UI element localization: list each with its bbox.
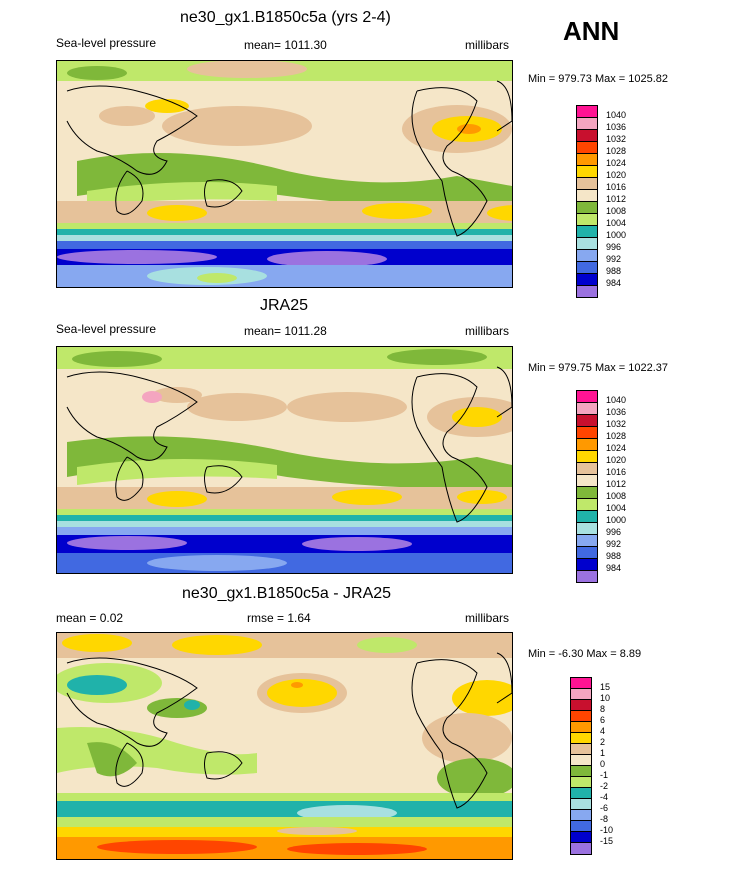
legend1-label: 1036 xyxy=(606,122,627,132)
legend3-label: -2 xyxy=(600,781,609,791)
panel2-mean: mean= 1011.28 xyxy=(244,324,327,338)
legend3-label: -8 xyxy=(600,814,609,824)
legend2-label: 1020 xyxy=(606,455,627,465)
panel3-mean: mean = 0.02 xyxy=(56,611,124,625)
legend3-label: 1 xyxy=(600,748,606,758)
legend3-label: 6 xyxy=(600,715,606,725)
legend2-label: 1036 xyxy=(606,407,627,417)
legend3-label: -15 xyxy=(600,836,614,846)
legend3-label: 8 xyxy=(600,704,606,714)
legend2-label: 1012 xyxy=(606,479,627,489)
panel3-units: millibars xyxy=(465,611,510,625)
legend1-label: 988 xyxy=(606,266,622,276)
legend2-label: 984 xyxy=(606,563,622,573)
legend1-label: 1012 xyxy=(606,194,627,204)
legend1-label: 996 xyxy=(606,242,622,252)
panel1-minmax: Min = 979.73 Max = 1025.82 xyxy=(528,73,669,85)
panel1-mean: mean= 1011.30 xyxy=(244,38,327,52)
panel2-units: millibars xyxy=(465,324,510,338)
legend3-label: 4 xyxy=(600,726,606,736)
panel3-rmse: rmse = 1.64 xyxy=(247,611,311,625)
legend2-box xyxy=(576,570,598,583)
panel3-title: ne30_gx1.B1850c5a - JRA25 xyxy=(182,585,392,602)
legend2-label: 1040 xyxy=(606,395,627,405)
legend2-label: 1032 xyxy=(606,419,627,429)
panel2-left-label: Sea-level pressure xyxy=(56,322,157,336)
legend2-label: 1004 xyxy=(606,503,627,513)
legend3-label: 2 xyxy=(600,737,606,747)
legend3-label: 10 xyxy=(600,693,611,703)
panel1-title: ne30_gx1.B1850c5a (yrs 2-4) xyxy=(180,9,391,26)
legend2-label: 1028 xyxy=(606,431,627,441)
panel1-left-label: Sea-level pressure xyxy=(56,36,157,50)
legend2-label: 1000 xyxy=(606,515,627,525)
legend3-label: 15 xyxy=(600,682,611,692)
season-label: ANN xyxy=(563,16,620,46)
legend2-label: 996 xyxy=(606,527,622,537)
legend1-label: 1004 xyxy=(606,218,627,228)
panel3-minmax: Min = -6.30 Max = 8.89 xyxy=(528,648,642,660)
legend1-label: 1032 xyxy=(606,134,627,144)
legend1-label: 1000 xyxy=(606,230,627,240)
legend2-label: 1016 xyxy=(606,467,627,477)
legend3-label: -10 xyxy=(600,825,614,835)
legend3-label: -6 xyxy=(600,803,609,813)
legend3-label: -4 xyxy=(600,792,609,802)
legend1-label: 1028 xyxy=(606,146,627,156)
panel1-map xyxy=(56,60,513,288)
panel2-minmax: Min = 979.75 Max = 1022.37 xyxy=(528,362,669,374)
panel1-units: millibars xyxy=(465,38,510,52)
legend2-label: 1008 xyxy=(606,491,627,501)
panel2-map xyxy=(56,346,513,574)
legend1-label: 1016 xyxy=(606,182,627,192)
legend1-label: 1008 xyxy=(606,206,627,216)
legend1-label: 1024 xyxy=(606,158,627,168)
legend1-label: 1040 xyxy=(606,110,627,120)
legend2-label: 1024 xyxy=(606,443,627,453)
legend2-label: 988 xyxy=(606,551,622,561)
legend1-label: 1020 xyxy=(606,170,627,180)
legend1-label: 992 xyxy=(606,254,622,264)
legend3-box xyxy=(570,842,592,855)
panel2-title: JRA25 xyxy=(260,297,309,314)
legend2-label: 992 xyxy=(606,539,622,549)
legend3-label: 0 xyxy=(600,759,606,769)
legend1-box xyxy=(576,285,598,298)
panel3-map xyxy=(56,632,513,860)
legend3-label: -1 xyxy=(600,770,609,780)
legend1-label: 984 xyxy=(606,278,622,288)
